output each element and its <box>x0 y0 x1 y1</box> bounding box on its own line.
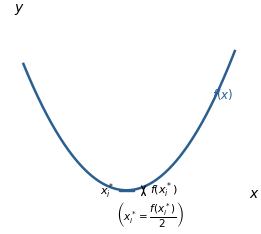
Bar <box>119 190 134 191</box>
Text: $x$: $x$ <box>249 187 260 201</box>
Text: $\left(x_i^* = \dfrac{f(x_i^*)}{2}\right)$: $\left(x_i^* = \dfrac{f(x_i^*)}{2}\right… <box>116 200 184 229</box>
Text: $f(x_i^*)$: $f(x_i^*)$ <box>150 181 178 201</box>
Text: $f(x)$: $f(x)$ <box>212 87 233 102</box>
Text: $y$: $y$ <box>14 3 25 18</box>
Text: $x_i^*$: $x_i^*$ <box>100 181 115 201</box>
